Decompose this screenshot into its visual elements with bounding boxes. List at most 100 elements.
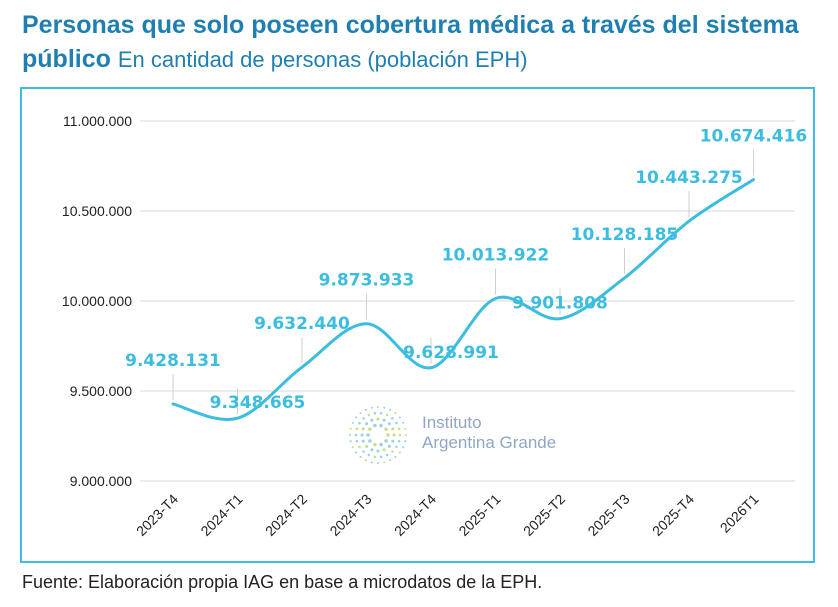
logo-dot bbox=[348, 433, 352, 437]
watermark-logo: Instituto Argentina Grande bbox=[346, 403, 576, 467]
logo-dot bbox=[383, 461, 386, 464]
logo-dot bbox=[362, 417, 365, 420]
data-label: 10.674.416 bbox=[700, 127, 808, 147]
logo-dot bbox=[391, 439, 395, 443]
logo-dot bbox=[359, 412, 362, 415]
logo-dot bbox=[368, 427, 372, 431]
logo-dot bbox=[373, 442, 377, 447]
y-tick-label: 9.500.000 bbox=[70, 383, 132, 399]
logo-dot bbox=[404, 440, 407, 443]
chart-frame bbox=[20, 87, 815, 563]
chart-title: Personas que solo poseen cobertura médic… bbox=[22, 8, 822, 77]
logo-dot bbox=[389, 459, 392, 462]
logo-dot bbox=[384, 439, 388, 443]
logo-dot bbox=[395, 421, 398, 425]
logo-dot bbox=[387, 444, 391, 448]
logo-dot bbox=[376, 461, 380, 465]
logo-dot bbox=[366, 433, 370, 437]
logo-dot bbox=[359, 455, 362, 458]
x-tick-label: 2025-T2 bbox=[520, 491, 568, 539]
logo-dot bbox=[376, 449, 380, 453]
logo-dots-icon bbox=[348, 405, 408, 465]
logo-dot bbox=[398, 416, 401, 419]
y-tick-label: 9.000.000 bbox=[70, 473, 132, 489]
logo-dot bbox=[362, 450, 365, 453]
logo-dot bbox=[383, 406, 386, 409]
logo-dot bbox=[364, 408, 367, 411]
logo-dot bbox=[391, 417, 394, 420]
logo-dot bbox=[349, 440, 352, 443]
logo-dot bbox=[358, 445, 361, 449]
watermark-line1: Instituto bbox=[422, 413, 482, 432]
y-tick-label: 11.000.000 bbox=[63, 113, 132, 129]
logo-dot bbox=[360, 433, 364, 437]
title-main: Personas que solo poseen cobertura médic… bbox=[22, 11, 799, 73]
source-note: Fuente: Elaboración propia IAG en base a… bbox=[22, 572, 543, 592]
data-label: 10.443.275 bbox=[635, 168, 743, 188]
data-label: 9.632.440 bbox=[254, 314, 350, 334]
logo-dot bbox=[385, 413, 389, 417]
data-label: 9.628.991 bbox=[403, 343, 499, 363]
logo-dot bbox=[370, 418, 374, 422]
logo-dot bbox=[382, 418, 386, 422]
logo-dot bbox=[368, 439, 372, 443]
logo-dot bbox=[355, 439, 359, 443]
logo-dot bbox=[402, 421, 405, 424]
logo-dot bbox=[354, 433, 358, 437]
logo-dot bbox=[370, 448, 374, 452]
logo-dot bbox=[376, 417, 380, 421]
logo-dot bbox=[382, 448, 386, 452]
logo-dot bbox=[386, 433, 390, 437]
logo-dot bbox=[367, 453, 371, 457]
data-label: 9.348.665 bbox=[210, 393, 306, 413]
logo-dot bbox=[376, 405, 380, 409]
x-tick-label: 2024-T1 bbox=[197, 491, 245, 539]
logo-dot bbox=[395, 445, 398, 449]
logo-dot bbox=[364, 459, 367, 462]
logo-dot bbox=[361, 439, 365, 443]
logo-dot bbox=[367, 413, 371, 417]
logo-dot bbox=[394, 455, 397, 458]
data-label: 9.901.808 bbox=[512, 294, 608, 314]
logo-dot bbox=[404, 427, 407, 430]
logo-dot bbox=[404, 433, 408, 437]
logo-dot bbox=[398, 433, 402, 437]
logo-dot bbox=[379, 411, 383, 415]
x-tick-label: 2025-T3 bbox=[584, 491, 632, 539]
logo-dot bbox=[397, 427, 401, 431]
x-tick-label: 2024-T2 bbox=[262, 491, 310, 539]
logo-dot bbox=[361, 427, 365, 431]
logo-dot bbox=[379, 442, 383, 447]
logo-dot bbox=[389, 408, 392, 411]
x-tick-label: 2023-T4 bbox=[133, 491, 181, 539]
logo-dot bbox=[392, 433, 396, 437]
logo-dot bbox=[397, 439, 401, 443]
logo-dot bbox=[351, 421, 354, 424]
logo-dot bbox=[365, 422, 369, 426]
logo-dot bbox=[379, 423, 383, 428]
watermark-line2: Argentina Grande bbox=[422, 433, 557, 452]
logo-dot bbox=[355, 451, 358, 454]
logo-dot bbox=[384, 427, 388, 431]
logo-dot bbox=[373, 423, 377, 428]
x-tick-label: 2025-T1 bbox=[455, 491, 503, 539]
logo-dot bbox=[370, 461, 373, 464]
logo-dot bbox=[394, 412, 397, 415]
logo-dot bbox=[402, 446, 405, 449]
logo-dot bbox=[373, 411, 377, 415]
x-tick-label: 2025-T4 bbox=[649, 491, 697, 539]
logo-dot bbox=[351, 446, 354, 449]
y-tick-label: 10.500.000 bbox=[62, 203, 132, 219]
series-line bbox=[171, 178, 755, 421]
x-tick-label: 2026T1 bbox=[717, 491, 762, 536]
logo-dot bbox=[358, 421, 361, 425]
y-tick-label: 10.000.000 bbox=[62, 293, 132, 309]
logo-dot bbox=[385, 453, 389, 457]
data-label: 9.428.131 bbox=[125, 351, 221, 371]
logo-dot bbox=[373, 455, 377, 459]
x-tick-label: 2024-T3 bbox=[326, 491, 374, 539]
data-label: 10.128.185 bbox=[571, 225, 679, 245]
logo-dot bbox=[391, 450, 394, 453]
x-tick-label: 2024-T4 bbox=[391, 491, 439, 539]
